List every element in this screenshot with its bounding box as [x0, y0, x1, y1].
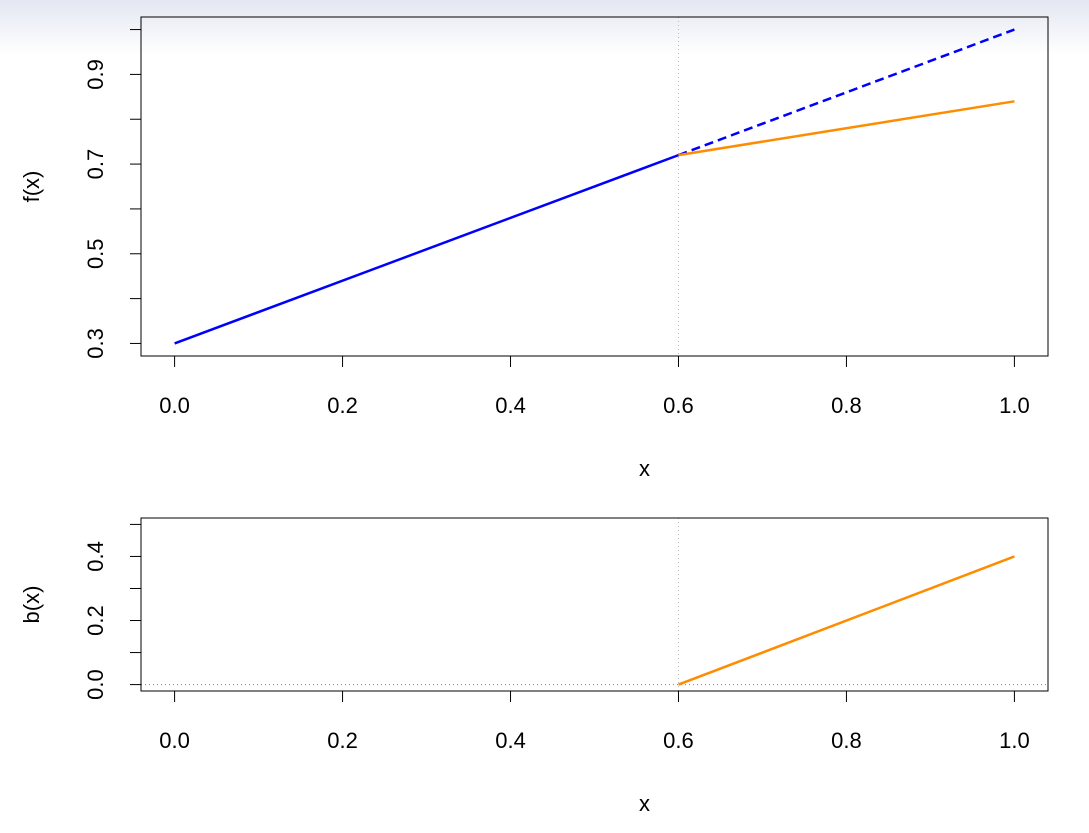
plot-frame [140, 16, 1049, 357]
x-tick-label: 0.4 [495, 728, 526, 753]
header-shade [0, 0, 1089, 55]
y-tick-label: 0.9 [83, 59, 108, 90]
x-tick-label: 0.4 [495, 393, 526, 418]
y-tick-label: 0.7 [83, 149, 108, 180]
x-axis-label: x [639, 456, 650, 481]
x-tick-label: 0.6 [663, 728, 694, 753]
line-series [678, 100, 1015, 157]
y-axis-label: f(x) [19, 171, 44, 203]
y-tick-label: 0.0 [83, 669, 108, 700]
y-tick-label: 0.3 [83, 328, 108, 359]
x-tick-label: 0.2 [327, 393, 358, 418]
y-tick-label: 0.4 [83, 541, 108, 572]
x-tick-label: 0.6 [663, 393, 694, 418]
y-axis-label: b(x) [19, 586, 44, 624]
x-tick-label: 1.0 [999, 393, 1030, 418]
x-tick-label: 0.0 [159, 393, 190, 418]
x-tick-label: 0.8 [831, 393, 862, 418]
line-series [678, 28, 1015, 157]
x-tick-label: 0.0 [159, 728, 190, 753]
plot-frame [140, 517, 1049, 692]
y-tick-label: 0.5 [83, 238, 108, 269]
line-series [174, 153, 679, 345]
y-tick-label: 0.2 [83, 605, 108, 636]
x-tick-label: 0.8 [831, 728, 862, 753]
x-tick-label: 1.0 [999, 728, 1030, 753]
x-tick-label: 0.2 [327, 728, 358, 753]
x-axis-label: x [639, 791, 650, 816]
line-series [678, 555, 1015, 686]
